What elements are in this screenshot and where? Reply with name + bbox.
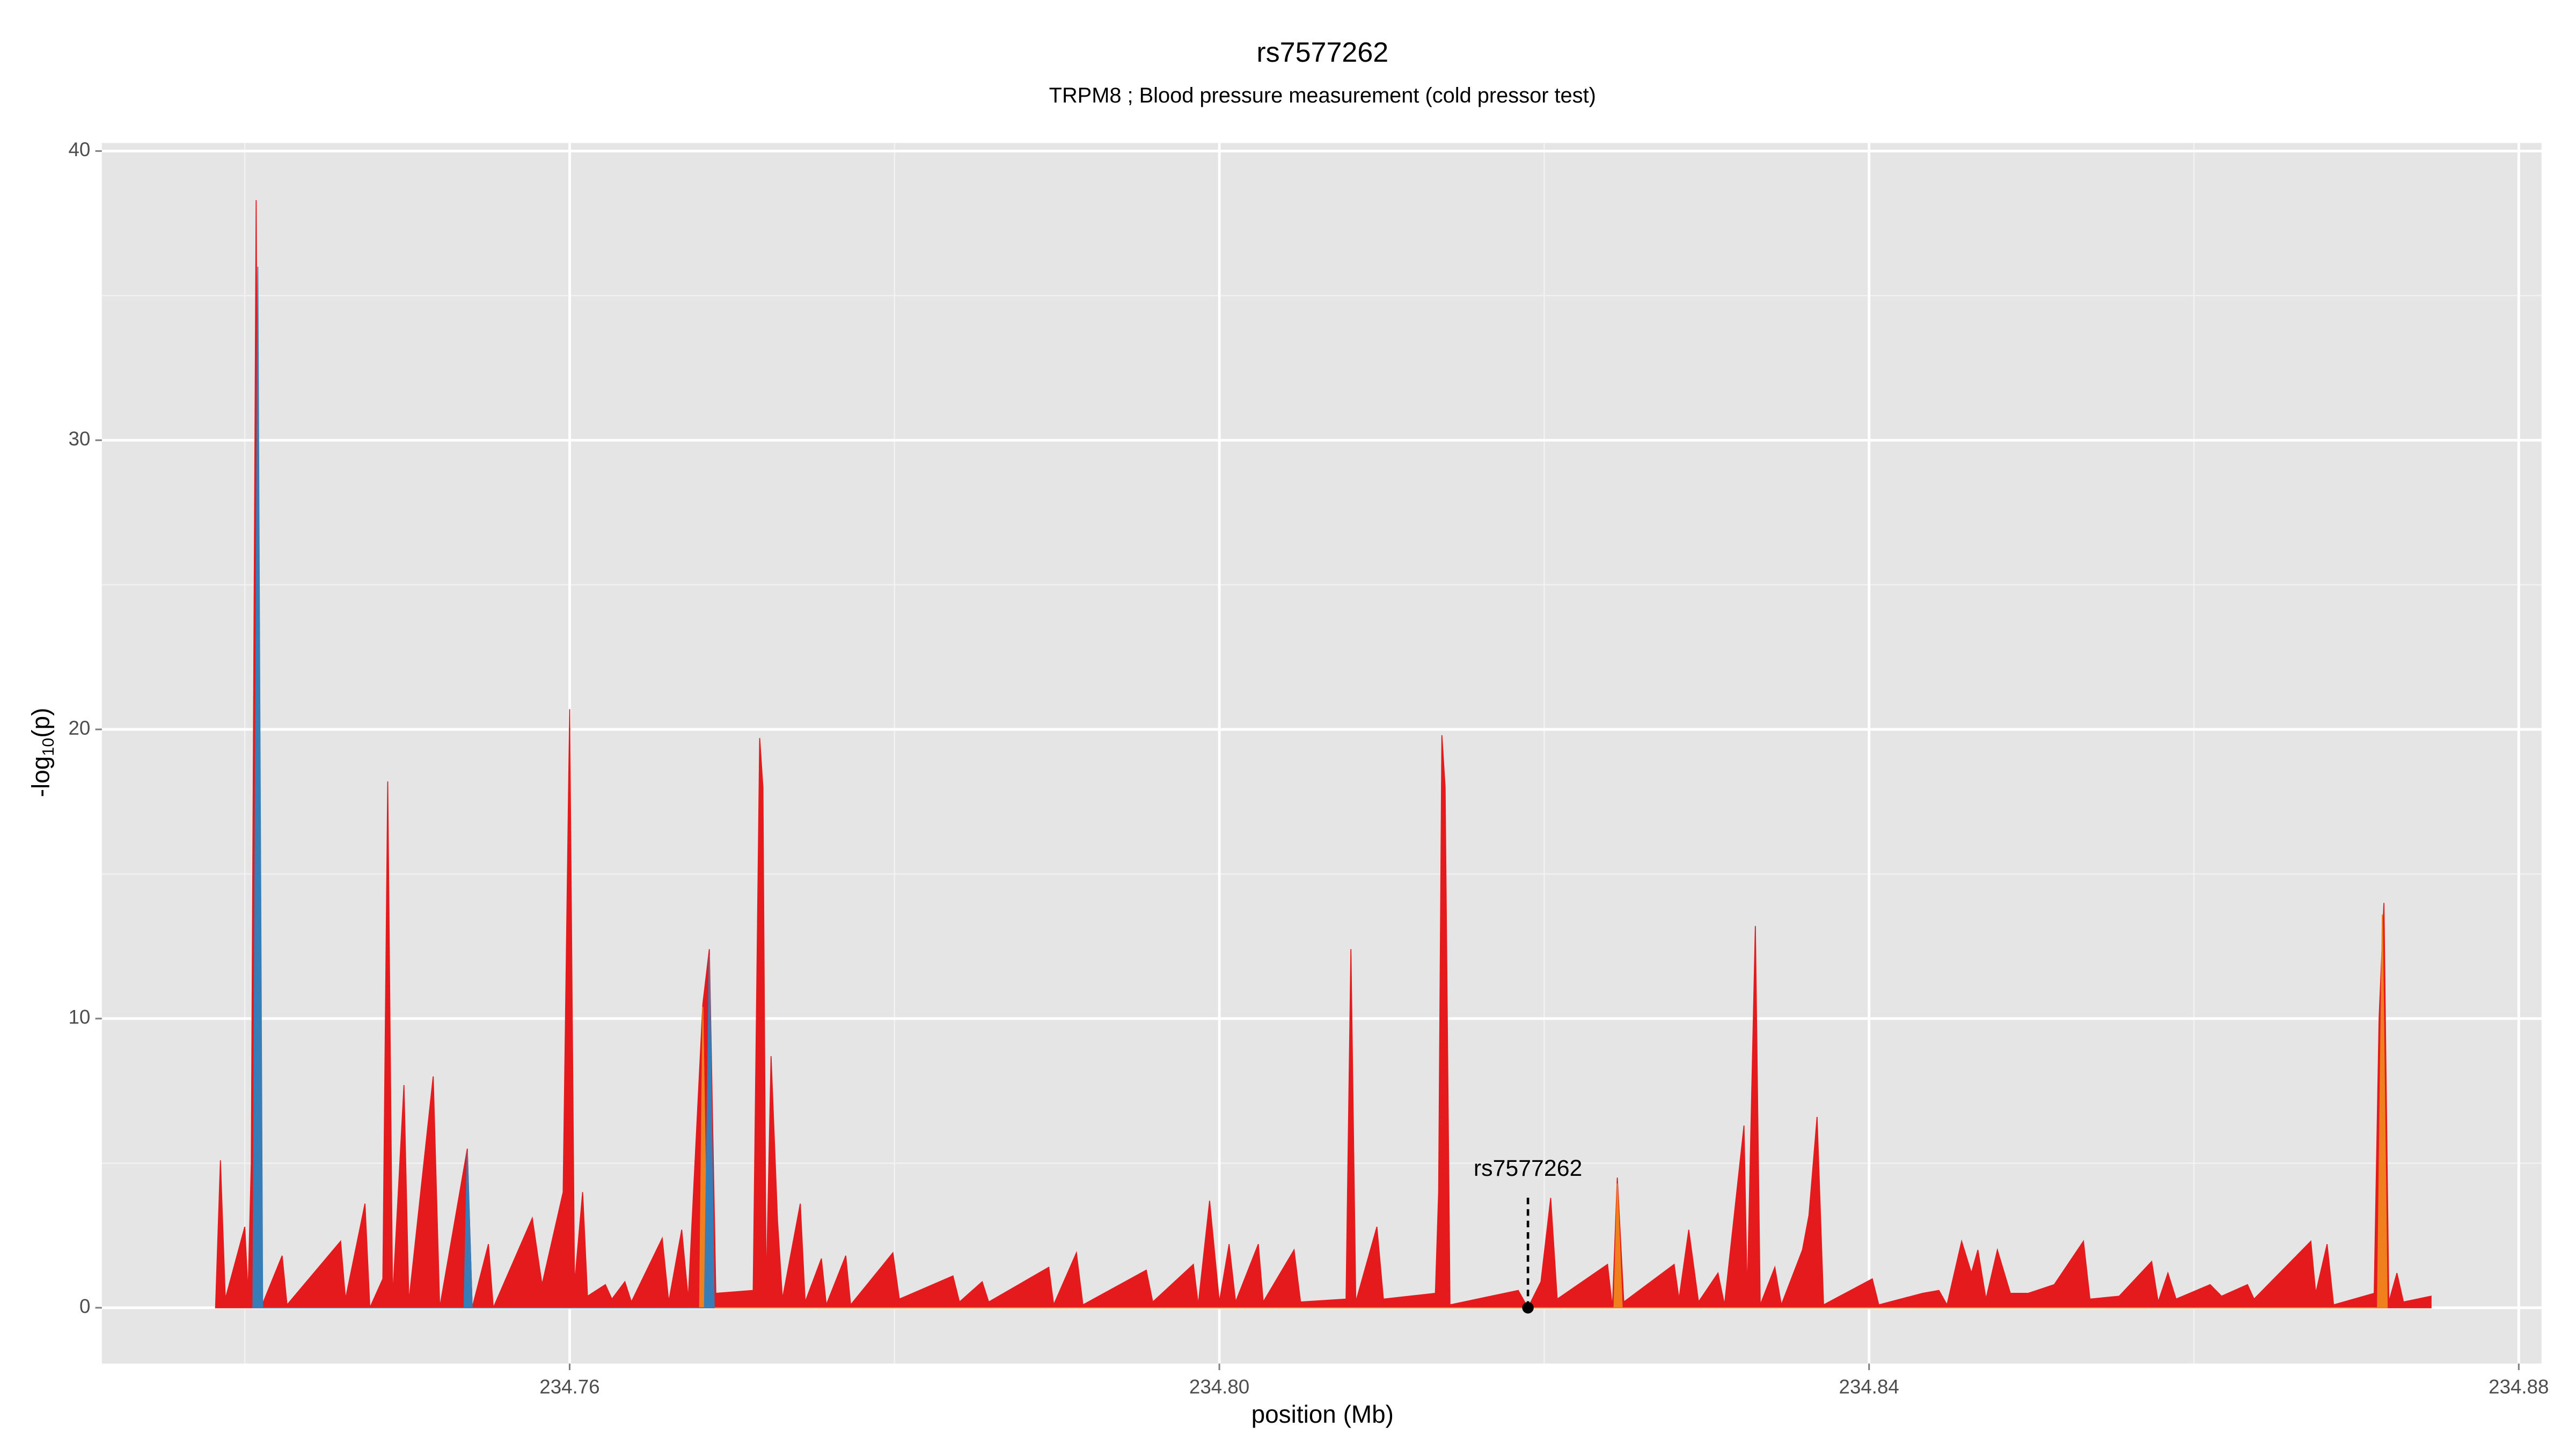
x-tick-label: 234.88 [2489, 1375, 2549, 1397]
y-label-suffix: (p) [27, 708, 55, 738]
chart-title: rs7577262 [1256, 37, 1388, 68]
y-label-subscript: 10 [39, 738, 57, 756]
grid [101, 143, 2542, 1364]
axes: 0 10 20 30 40 234.76 234.80 234.84 234.88 [69, 138, 2549, 1397]
annotation-label: rs7577262 [1474, 1155, 1582, 1181]
marks: rs7577262 [215, 200, 2432, 1314]
x-tick-label: 234.76 [539, 1375, 599, 1397]
area [699, 914, 2388, 1308]
y-tick-label: 40 [69, 138, 91, 160]
y-tick-label: 30 [69, 428, 91, 450]
x-tick-label: 234.84 [1839, 1375, 1899, 1397]
y-tick-label: 20 [69, 717, 91, 739]
area [215, 200, 2432, 1309]
plot-panel [101, 143, 2542, 1364]
x-tick-label: 234.80 [1189, 1375, 1249, 1397]
y-axis-label: -log10(p) [27, 708, 57, 797]
annotation-point [1522, 1302, 1534, 1314]
y-label-prefix: -log [27, 756, 55, 797]
area [252, 266, 715, 1308]
y-tick-label: 0 [79, 1296, 90, 1318]
y-tick-label: 10 [69, 1006, 91, 1028]
chart-subtitle: TRPM8 ; Blood pressure measurement (cold… [1049, 84, 1596, 107]
x-axis-label: position (Mb) [1252, 1400, 1394, 1428]
